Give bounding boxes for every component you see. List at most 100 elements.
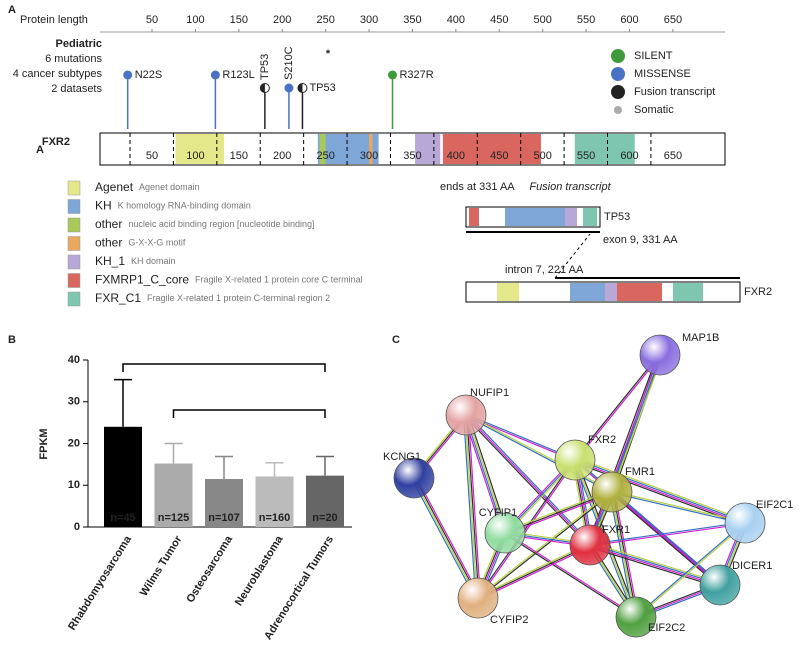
edge: [611, 492, 745, 525]
edge: [463, 415, 477, 599]
summary-line: 6 mutations: [45, 53, 102, 65]
domain: [617, 283, 662, 301]
panel-label: A: [8, 4, 16, 16]
edge: [466, 413, 613, 492]
legend-entry: FXR_C1 Fragile X-related 1 protein C-term…: [95, 291, 330, 305]
legend-swatch: [67, 254, 81, 270]
x-tick-label: 100: [186, 14, 204, 26]
edge: [590, 543, 721, 585]
edge: [476, 459, 575, 598]
track-tick-label: 50: [146, 150, 158, 162]
x-tick-label: 250: [316, 14, 334, 26]
track-tick-label: 300: [360, 150, 378, 162]
node: [484, 512, 526, 554]
edge: [505, 531, 637, 617]
x-tick-label: 200: [273, 14, 291, 26]
significance-bracket: [172, 409, 326, 418]
edge: [414, 477, 480, 598]
node-label: FMR1: [625, 466, 655, 478]
legend-dot: [611, 85, 625, 99]
node: [569, 524, 611, 566]
edge: [464, 415, 590, 547]
edge: [612, 490, 722, 585]
bar: [154, 463, 193, 527]
edge: [612, 490, 746, 523]
y-tick-label: 40: [68, 354, 80, 366]
node-label: NUFIP1: [470, 387, 509, 399]
mutation-label: TP53: [309, 82, 335, 94]
node-label: CYFIP2: [490, 614, 529, 626]
bar-label: n=125: [158, 512, 190, 524]
edge: [467, 414, 508, 533]
edge: [573, 354, 660, 460]
domain-name: KH: [95, 199, 112, 213]
domain: [415, 134, 441, 164]
domain: [570, 283, 605, 301]
node-label: DICER1: [732, 560, 772, 572]
legend-dot: [611, 49, 625, 63]
edge: [636, 523, 746, 619]
y-tick-label: 10: [68, 479, 80, 491]
domain: [442, 134, 541, 164]
legend-swatch: [67, 217, 81, 233]
domain: [673, 283, 703, 301]
edge: [575, 458, 746, 523]
track-tick-label: 650: [664, 150, 682, 162]
domain-name: KH_1: [95, 254, 125, 268]
node-label: EIF2C2: [648, 622, 685, 634]
summary-title: Pediatric: [56, 38, 102, 50]
edge: [635, 521, 745, 617]
domain-name: FXR_C1: [95, 291, 141, 305]
summary-line: 4 cancer subtypes: [13, 68, 103, 80]
domain: [574, 134, 635, 164]
legend-label: MISSENSE: [634, 68, 691, 80]
x-tick-label: 50: [146, 14, 158, 26]
node: [554, 439, 596, 481]
edge: [415, 476, 481, 598]
domain-name: Agenet: [95, 180, 134, 194]
edge: [611, 491, 721, 586]
legend-label: Fusion transcript: [634, 86, 715, 98]
edge: [467, 414, 481, 598]
y-tick-label: 20: [68, 437, 80, 449]
domain-desc: Fragile X-related 1 protein C-terminal r…: [147, 293, 330, 303]
x-tick-label: 600: [620, 14, 638, 26]
edge: [589, 546, 720, 588]
node: [724, 502, 766, 544]
y-axis-title: FPKM: [38, 428, 50, 459]
edge: [466, 414, 507, 533]
node-label: FXR2: [588, 434, 616, 446]
legend-entry: FXMRP1_C_core Fragile X-related 1 protein…: [95, 273, 363, 287]
head-half: [297, 83, 303, 93]
legend-swatch: [67, 273, 81, 288]
domain: [175, 134, 225, 164]
x-tick-label: 550: [577, 14, 595, 26]
mutation-label: R123L: [222, 69, 254, 81]
domain-name: other: [95, 217, 122, 231]
edge: [464, 415, 478, 599]
axis-title: Protein length: [20, 14, 88, 26]
node: [445, 394, 487, 436]
x-tick-label: Osteosarcoma: [184, 533, 235, 605]
track-tick-label: 400: [447, 150, 465, 162]
edge: [477, 544, 591, 599]
legend-swatch: [67, 199, 81, 214]
x-tick-label: 300: [360, 14, 378, 26]
significance-bracket: [122, 363, 326, 372]
node: [699, 564, 741, 606]
track-tick-label: 600: [620, 150, 638, 162]
domain-name: other: [95, 236, 122, 250]
legend-entry: other G-X-X-G motif: [95, 236, 186, 250]
domain: [369, 134, 373, 164]
edge: [573, 461, 745, 526]
node-label: CYFIP1: [479, 507, 518, 519]
domain: [319, 134, 326, 164]
node: [591, 471, 633, 513]
legend-dot: [611, 67, 625, 81]
edge: [464, 415, 505, 534]
x-tick-label: 350: [403, 14, 421, 26]
y-tick-label: 0: [74, 521, 80, 533]
head: [387, 70, 397, 80]
edge: [466, 413, 592, 545]
